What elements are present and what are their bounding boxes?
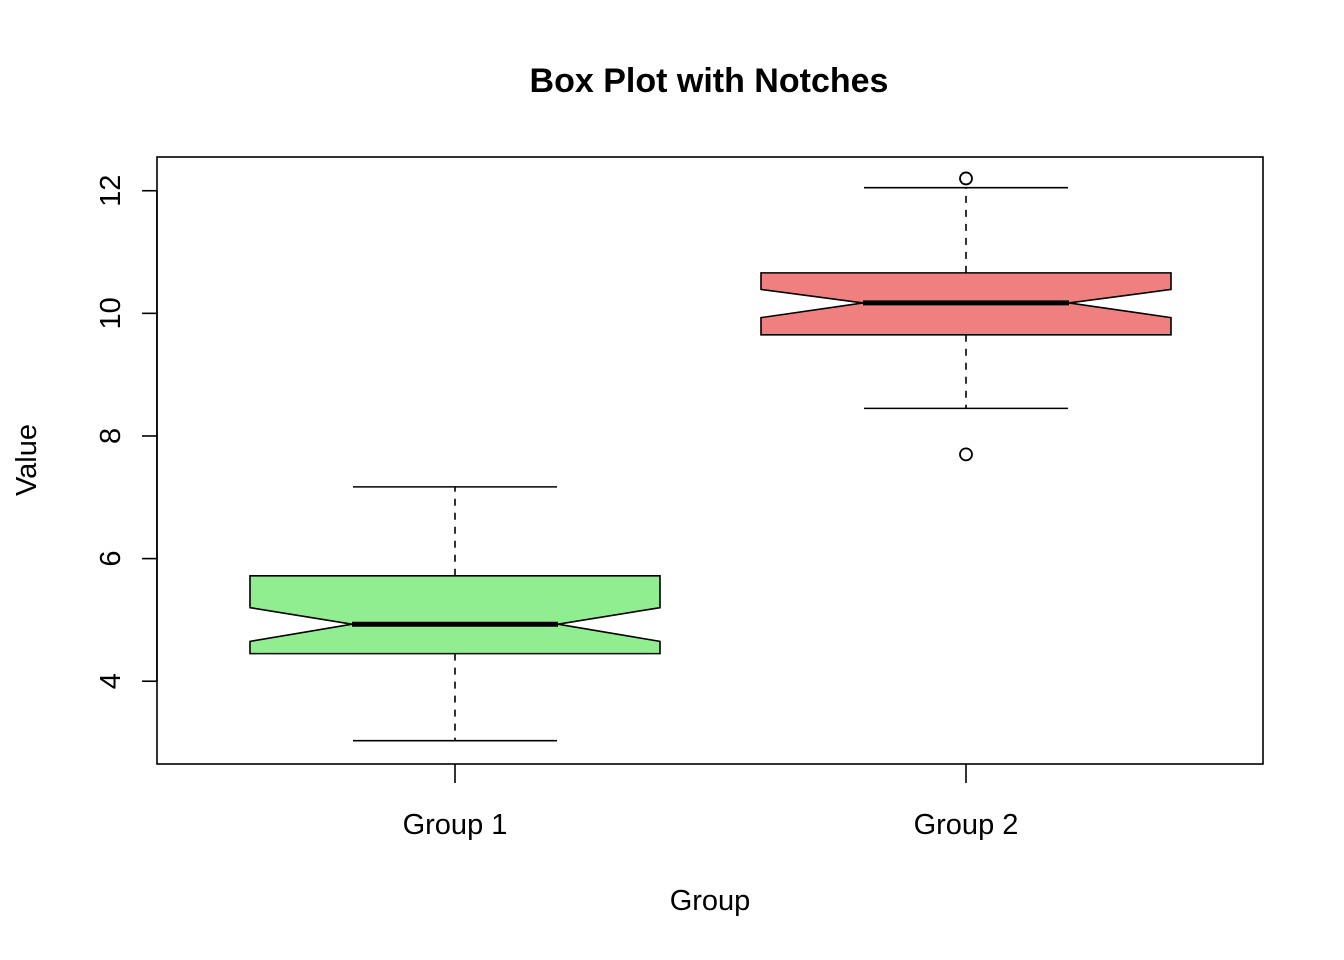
notched-box	[249, 574, 661, 655]
outlier-point	[959, 447, 973, 462]
y-axis: 4 6 8 10 12	[95, 175, 158, 689]
x-tick-label: Group 1	[403, 809, 508, 841]
x-tick-label: Group 2	[914, 809, 1019, 841]
x-axis: Group 1 Group 2	[403, 764, 1019, 841]
y-axis-label: Value	[11, 424, 43, 496]
y-tick-label: 10	[95, 297, 127, 329]
chart-title: Box Plot with Notches	[530, 62, 889, 100]
plot-area-frame	[156, 156, 1264, 765]
y-tick-label: 8	[95, 428, 127, 444]
outlier-point	[959, 171, 973, 186]
y-tick-label: 4	[95, 673, 127, 689]
y-tick-label: 12	[95, 175, 127, 207]
box-1	[249, 486, 661, 742]
x-axis-label: Group	[670, 885, 751, 917]
y-tick-label: 6	[95, 551, 127, 567]
box-2	[760, 171, 1172, 462]
box-series	[249, 171, 1172, 742]
